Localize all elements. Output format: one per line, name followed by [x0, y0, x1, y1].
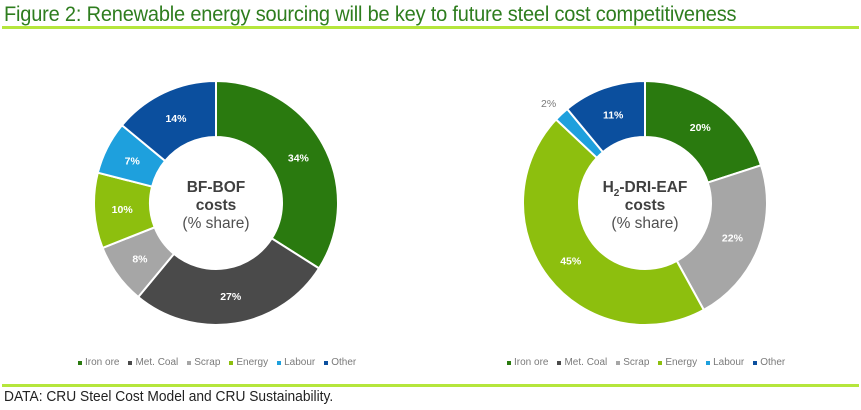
- legend-item-scrap: Scrap: [187, 357, 220, 368]
- legend-swatch: [557, 360, 562, 365]
- slice-met-coal: [136, 236, 321, 326]
- source-note: DATA: CRU Steel Cost Model and CRU Susta…: [4, 389, 334, 405]
- legend-item-other: Other: [753, 357, 785, 368]
- legend-swatch: [658, 360, 663, 365]
- data-label: 11%: [603, 110, 624, 122]
- slice-scrap: [675, 164, 768, 312]
- legend-label: Iron ore: [514, 357, 549, 368]
- legend-h2-dri-eaf: Iron ore Met. Coal Scrap Energy Labour O…: [507, 357, 785, 368]
- legend-item-energy: Energy: [229, 357, 268, 368]
- data-label: 22%: [722, 233, 744, 245]
- center-title-line2: costs: [196, 197, 237, 214]
- source-divider: [2, 384, 859, 387]
- legend-swatch: [706, 360, 711, 365]
- donut-chart-h2-dri-eaf: 20% 22% 45% 2% 11% H2-DRI-EAF costs (% share…: [522, 79, 768, 326]
- legend-label: Labour: [284, 357, 316, 368]
- center-title-line1: H2-DRI-EAF: [603, 179, 688, 199]
- legend-swatch: [128, 360, 133, 365]
- center-title-h: H: [603, 179, 614, 196]
- slice-other: [120, 79, 217, 163]
- legend-label: Energy: [665, 357, 698, 368]
- legend-item-scrap: Scrap: [616, 357, 649, 368]
- center-title-subscript: 2: [614, 188, 620, 199]
- legend-item-met-coal: Met. Coal: [128, 357, 178, 368]
- data-label: 27%: [220, 291, 242, 303]
- donut-chart-bf-bof: 34% 27% 8% 10% 7% 14% BF-BOF costs (% share): [93, 79, 339, 326]
- center-title-line1: BF-BOF: [187, 179, 246, 196]
- data-label: 7%: [125, 155, 141, 167]
- legend-item-iron-ore: Iron ore: [78, 357, 119, 368]
- legend-item-energy: Energy: [658, 357, 697, 368]
- charts-canvas: 34%27%8%10%7%14% BF-BOF costs (% share) …: [93, 79, 768, 326]
- legend-label: Labour: [713, 357, 745, 368]
- data-label: 45%: [560, 256, 582, 268]
- legend-label: Energy: [236, 357, 269, 368]
- center-title-line3: (% share): [182, 215, 249, 232]
- legend-swatch: [229, 360, 234, 365]
- legend-swatch: [324, 360, 329, 365]
- legend-swatch: [78, 360, 82, 365]
- legend-bf-bof: Iron ore Met. Coal Scrap Energy Labour O…: [78, 357, 356, 368]
- slice-other: [565, 79, 646, 154]
- title-divider: [2, 26, 859, 29]
- legend-item-iron-ore: Iron ore: [507, 357, 548, 368]
- data-label: 2%: [541, 98, 556, 110]
- data-label: 20%: [690, 122, 712, 134]
- legend-label: Scrap: [623, 357, 650, 368]
- legend-item-labour: Labour: [277, 357, 315, 368]
- legend-item-met-coal: Met. Coal: [557, 357, 607, 368]
- center-title-line2: costs: [625, 197, 666, 214]
- legend-label: Scrap: [194, 357, 221, 368]
- legend-label: Other: [331, 357, 357, 368]
- legend-swatch: [187, 360, 192, 365]
- slice-energy: [522, 118, 706, 326]
- data-label: 10%: [112, 204, 134, 216]
- legend-label: Met. Coal: [135, 357, 179, 368]
- data-label: 14%: [165, 113, 187, 125]
- center-title-rest: -DRI-EAF: [619, 179, 687, 196]
- legend-label: Iron ore: [85, 357, 120, 368]
- legend-swatch: [616, 360, 621, 365]
- slice-iron-ore: [215, 79, 339, 270]
- center-title-line3: (% share): [611, 215, 678, 232]
- legend-item-other: Other: [324, 357, 356, 368]
- legend-item-labour: Labour: [706, 357, 744, 368]
- legend-label: Other: [760, 357, 786, 368]
- legend-swatch: [753, 360, 758, 365]
- legend-label: Met. Coal: [564, 357, 608, 368]
- legend-swatch: [277, 360, 282, 365]
- legend-swatch: [507, 360, 511, 365]
- data-label: 8%: [132, 253, 148, 265]
- figure-title: Figure 2: Renewable energy sourcing will…: [4, 2, 737, 26]
- data-label: 34%: [288, 153, 310, 165]
